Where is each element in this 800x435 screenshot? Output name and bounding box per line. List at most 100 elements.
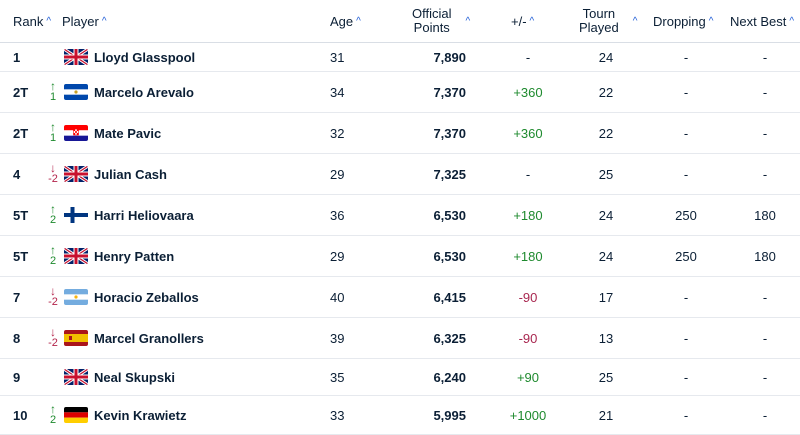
player-name-link[interactable]: Lloyd Glasspool <box>94 49 196 65</box>
plus-minus-cell: - <box>525 49 531 65</box>
next-best-cell: - <box>762 369 768 385</box>
flag-gb-icon <box>63 154 88 194</box>
header-rank-label: Rank <box>13 13 44 29</box>
rank-cell: 8 <box>13 330 21 346</box>
table-row[interactable]: 2T ↑ 1 Mate Pavic 32 7,370 +360 22 - - <box>0 113 800 154</box>
age-cell: 33 <box>330 407 345 423</box>
header-plus-minus[interactable]: +/- ^ <box>511 0 534 42</box>
player-name-link[interactable]: Kevin Krawietz <box>94 407 187 423</box>
header-tourn-line2: Played <box>579 20 619 35</box>
next-best-cell: - <box>762 84 768 100</box>
player-name-link[interactable]: Horacio Zeballos <box>94 289 199 305</box>
table-row[interactable]: 7 ↓ -2 Horacio Zeballos 40 6,415 -90 17 … <box>0 277 800 318</box>
player-name-link[interactable]: Marcelo Arevalo <box>94 84 194 100</box>
player-name-link[interactable]: Mate Pavic <box>94 125 162 141</box>
dropping-cell: - <box>683 407 689 423</box>
rank-cell: 7 <box>13 289 21 305</box>
header-next-best[interactable]: Next Best ^ <box>730 0 794 42</box>
arrow-down-icon: ↓ <box>50 284 56 298</box>
rank-move-up: ↑ 2 <box>44 195 62 235</box>
next-best-cell: - <box>762 125 768 141</box>
dropping-cell: 250 <box>675 248 697 264</box>
arrow-up-icon: ↑ <box>50 402 56 416</box>
header-age[interactable]: Age ^ <box>330 0 361 42</box>
plus-minus-cell: - <box>525 166 531 182</box>
sort-caret-icon: ^ <box>529 15 535 27</box>
table-row[interactable]: 1 Lloyd Glasspool 31 7,890 - 24 - - <box>0 43 800 72</box>
official-points-cell: 6,415 <box>433 289 466 305</box>
rank-move-value: -2 <box>48 337 58 349</box>
tourn-played-cell: 24 <box>598 49 614 65</box>
arrow-down-icon: ↓ <box>50 325 56 339</box>
rank-move-down: ↓ -2 <box>44 277 62 317</box>
tourn-played-cell: 22 <box>598 84 614 100</box>
official-points-cell: 7,890 <box>433 49 466 65</box>
rank-cell: 5T <box>13 207 29 223</box>
header-nextbest-label: Next Best <box>730 13 787 29</box>
header-rank[interactable]: Rank ^ <box>13 0 51 42</box>
age-cell: 36 <box>330 207 345 223</box>
sort-caret-icon: ^ <box>789 15 795 27</box>
table-row[interactable]: 9 Neal Skupski 35 6,240 +90 25 - - <box>0 359 800 396</box>
table-row[interactable]: 2T ↑ 1 Marcelo Arevalo 34 7,370 +360 22 … <box>0 72 800 113</box>
plus-minus-cell: +180 <box>513 248 543 264</box>
next-best-cell: 180 <box>754 248 776 264</box>
official-points-cell: 7,370 <box>433 125 466 141</box>
tourn-played-cell: 21 <box>598 407 614 423</box>
arrow-up-icon: ↑ <box>50 243 56 257</box>
player-name-link[interactable]: Julian Cash <box>94 166 167 182</box>
table-row[interactable]: 8 ↓ -2 Marcel Granollers 39 6,325 -90 13… <box>0 318 800 359</box>
dropping-cell: - <box>683 369 689 385</box>
age-cell: 35 <box>330 369 345 385</box>
age-cell: 29 <box>330 166 345 182</box>
age-cell: 40 <box>330 289 345 305</box>
table-row[interactable]: 5T ↑ 2 Harri Heliovaara 36 6,530 +180 24… <box>0 195 800 236</box>
rank-move-value: 1 <box>49 132 57 144</box>
plus-minus-cell: +1000 <box>509 407 547 423</box>
age-cell: 31 <box>330 49 345 65</box>
plus-minus-cell: +90 <box>516 369 540 385</box>
official-points-cell: 7,325 <box>433 166 466 182</box>
next-best-cell: - <box>762 330 768 346</box>
table-row[interactable]: 10 ↑ 2 Kevin Krawietz 33 5,995 +1000 21 … <box>0 396 800 435</box>
arrow-up-icon: ↑ <box>50 202 56 216</box>
header-dropping[interactable]: Dropping ^ <box>653 0 713 42</box>
dropping-cell: - <box>683 84 689 100</box>
header-tourn-played[interactable]: Tourn Played ^ <box>579 0 637 42</box>
next-best-cell: - <box>762 49 768 65</box>
rank-move-value: 2 <box>49 255 57 267</box>
header-dropping-label: Dropping <box>653 13 706 29</box>
flag-gb-icon <box>63 236 88 276</box>
rank-move-up: ↑ 2 <box>44 236 62 276</box>
flag-gb-icon <box>63 43 88 71</box>
dropping-cell: - <box>683 125 689 141</box>
dropping-cell: 250 <box>675 207 697 223</box>
rank-cell: 4 <box>13 166 21 182</box>
official-points-cell: 6,240 <box>433 369 466 385</box>
next-best-cell: 180 <box>754 207 776 223</box>
official-points-cell: 5,995 <box>433 407 466 423</box>
player-name-link[interactable]: Marcel Granollers <box>94 330 204 346</box>
player-name-link[interactable]: Neal Skupski <box>94 369 175 385</box>
table-row[interactable]: 4 ↓ -2 Julian Cash 29 7,325 - 25 - - <box>0 154 800 195</box>
rank-cell: 5T <box>13 248 29 264</box>
tourn-played-cell: 17 <box>598 289 614 305</box>
header-player[interactable]: Player ^ <box>62 0 107 42</box>
rank-cell: 9 <box>13 369 21 385</box>
arrow-up-icon: ↑ <box>50 79 56 93</box>
tourn-played-cell: 25 <box>598 369 614 385</box>
header-official-points[interactable]: Official Points ^ <box>412 0 470 42</box>
table-body: 1 Lloyd Glasspool 31 7,890 - 24 - - 2T ↑… <box>0 43 800 435</box>
flag-es-icon <box>63 318 88 358</box>
flag-de-icon <box>63 396 88 434</box>
table-row[interactable]: 5T ↑ 2 Henry Patten 29 6,530 +180 24 250… <box>0 236 800 277</box>
header-tourn-line1: Tourn <box>582 6 616 21</box>
player-name-link[interactable]: Henry Patten <box>94 248 175 264</box>
header-points-line2: Points <box>413 20 450 35</box>
official-points-cell: 7,370 <box>433 84 466 100</box>
player-name-link[interactable]: Harri Heliovaara <box>94 207 194 223</box>
rank-move-value: -2 <box>48 296 58 308</box>
next-best-cell: - <box>762 289 768 305</box>
header-plusminus-label: +/- <box>511 13 527 29</box>
